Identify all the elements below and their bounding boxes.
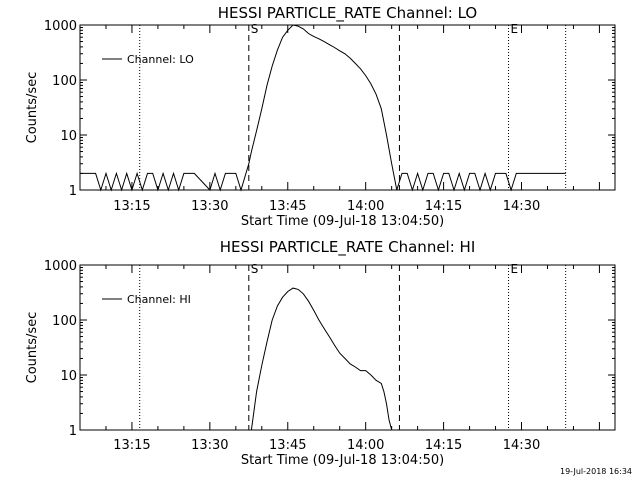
lo-chart-title: HESSI PARTICLE_RATE Channel: LO xyxy=(218,4,477,23)
hi-x-axis-label: Start Time (09-Jul-18 13:04:50) xyxy=(241,453,444,468)
hi-x-tick-label: 14:30 xyxy=(503,438,540,453)
lo-x-tick-label: 14:30 xyxy=(503,199,540,214)
lo-panel: HESSI PARTICLE_RATE Channel: LO 1 10 100 100… xyxy=(25,4,616,229)
hi-x-tick-label: 13:15 xyxy=(113,438,150,453)
hi-x-tick-label: 13:45 xyxy=(269,438,306,453)
hi-plot-frame xyxy=(79,264,616,431)
lo-y-axis-label: Counts/sec xyxy=(25,72,40,144)
hi-y-tick-label: 10 xyxy=(60,369,77,384)
hi-panel: HESSI PARTICLE_RATE Channel: HI 1 10 100 100… xyxy=(25,238,616,468)
lo-y-tick-label: 1000 xyxy=(44,19,77,34)
lo-x-axis-label: Start Time (09-Jul-18 13:04:50) xyxy=(241,214,444,229)
lo-y-tick-label: 100 xyxy=(52,74,77,89)
lo-data-trace xyxy=(80,24,566,192)
lo-plot-frame xyxy=(79,24,616,191)
hi-x-tick-label: 14:15 xyxy=(425,438,462,453)
lo-x-tick-label: 14:15 xyxy=(425,199,462,214)
lo-marker-label-E: E xyxy=(511,22,519,36)
hi-data-trace xyxy=(250,287,393,431)
hi-y-tick-label: 100 xyxy=(52,314,77,329)
lo-x-tick-label: 13:45 xyxy=(269,199,306,214)
hi-chart-title: HESSI PARTICLE_RATE Channel: HI xyxy=(220,238,476,257)
lo-x-tick-label: 13:15 xyxy=(113,199,150,214)
hi-y-axis-label: Counts/sec xyxy=(25,312,40,384)
hi-x-tick-label: 14:00 xyxy=(347,438,384,453)
lo-y-tick-label: 10 xyxy=(60,129,77,144)
hi-legend-label: Channel: HI xyxy=(127,293,191,306)
lo-y-tick-label: 1 xyxy=(69,184,77,199)
generation-timestamp: 19-Jul-2018 16:34 xyxy=(560,467,632,476)
hi-x-tick-label: 13:30 xyxy=(191,438,228,453)
lo-x-tick-label: 13:30 xyxy=(191,199,228,214)
hi-marker-label-S: S xyxy=(251,262,259,276)
lo-legend-label: Channel: LO xyxy=(127,53,194,66)
lo-marker-label-S: S xyxy=(251,22,259,36)
hi-y-tick-label: 1000 xyxy=(44,259,77,274)
lo-x-tick-label: 14:00 xyxy=(347,199,384,214)
hi-y-tick-label: 1 xyxy=(69,424,77,439)
hi-marker-label-E: E xyxy=(511,262,519,276)
